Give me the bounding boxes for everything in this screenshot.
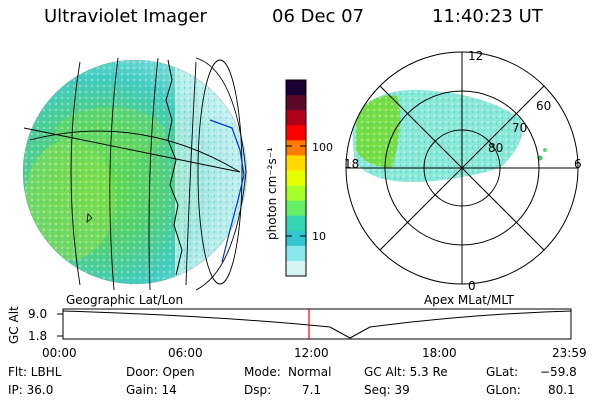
instrument-title: Ultraviolet Imager [44,6,207,27]
colorbar-segment [286,80,306,96]
info-door: Door: Open [126,365,195,379]
mlt-label-12: 12 [468,49,483,63]
info-dsp-label: Dsp: [244,383,272,397]
alt-ymin: 1.8 [28,329,47,343]
info-glon-value: 80.1 [548,383,575,397]
apex-label: Apex MLat/MLT [424,293,514,307]
info-gcalt: GC Alt: 5.3 Re [364,365,448,379]
geographic-label: Geographic Lat/Lon [66,293,184,307]
info-dsp-value: 7.1 [302,383,322,397]
colorbar-segment [286,95,306,111]
image-date: 06 Dec 07 [272,6,365,27]
colorbar [286,80,306,277]
globe-emission [23,60,247,284]
mlt-label-18: 18 [344,157,359,171]
mlt-label-0: 0 [468,279,476,293]
info-gain: Gain: 14 [126,383,177,397]
info-ip: IP: 36.0 [8,383,54,397]
colorbar-segment [286,260,306,277]
colorbar-segment [286,110,306,126]
colorbar-segment [286,155,306,171]
time-tick-2359: 23:59 [552,346,587,360]
info-mode-label: Mode: [244,365,281,379]
colorbar-segment [286,170,306,187]
info-glat-value: −59.8 [540,365,577,379]
altitude-plot [57,308,572,340]
mlat-label-70: 70 [512,121,527,135]
colorbar-tick-10: 10 [312,230,326,243]
colorbar-segment [286,230,306,247]
colorbar-segment [286,185,306,202]
mlat-label-80: 80 [488,141,503,155]
info-glat-label: GLat: [486,365,519,379]
image-time: 11:40:23 UT [432,6,543,27]
colorbar-tick-100: 100 [312,141,333,154]
time-tick-1800: 18:00 [422,346,457,360]
mlat-label-60: 60 [536,99,551,113]
info-flt: Flt: LBHL [8,365,62,379]
info-mode-value: Normal [288,365,332,379]
mlt-label-6: 6 [574,157,582,171]
colorbar-segment [286,200,306,217]
time-tick-1200: 12:00 [294,346,329,360]
polar-grid [345,51,579,285]
colorbar-unit: photon cm⁻²s⁻¹ [265,147,279,240]
globe-graticule [23,57,247,291]
info-glon-label: GLon: [486,383,521,397]
colorbar-segment [286,140,306,156]
alt-ymax: 9.0 [28,307,47,321]
info-seq: Seq: 39 [364,383,410,397]
colorbar-segment [286,215,306,232]
alt-ylabel: GC Alt [7,306,21,344]
time-tick-0000: 00:00 [42,346,77,360]
time-tick-0600: 06:00 [168,346,203,360]
polar-emission [352,89,547,183]
colorbar-segment [286,245,306,262]
colorbar-segment [286,125,306,141]
